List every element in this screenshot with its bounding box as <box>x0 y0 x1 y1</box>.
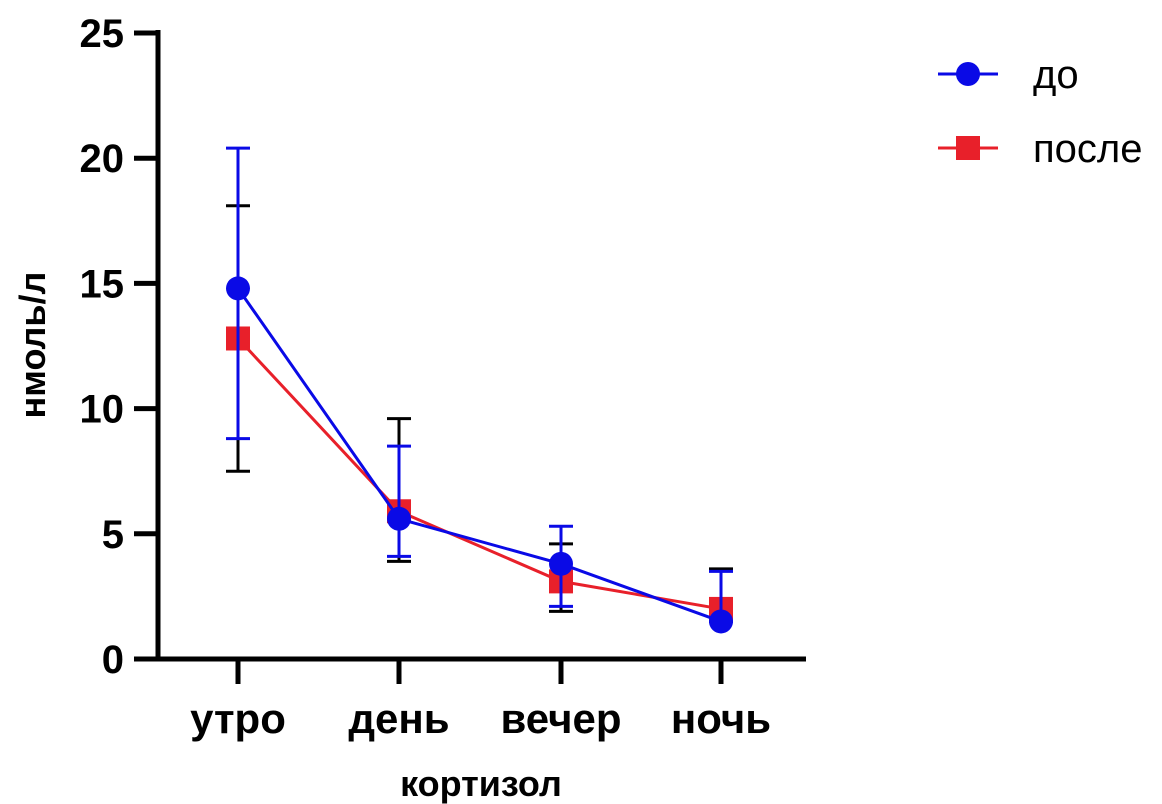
x-tick-label: утро <box>190 695 286 742</box>
x-tick-label: вечер <box>501 695 622 742</box>
series-line <box>236 287 722 623</box>
axes: 0 5 10 15 20 25 утро день вечер ночь <box>80 12 806 742</box>
legend-marker-circle <box>956 62 980 86</box>
data-point-circle <box>549 551 573 576</box>
x-tick-label: ночь <box>671 695 771 742</box>
legend-label: до <box>1033 53 1079 97</box>
x-ticks: утро день вечер ночь <box>190 659 771 742</box>
x-tick-label: день <box>348 695 449 742</box>
series-posle <box>226 204 733 621</box>
y-tick-label: 10 <box>80 388 125 432</box>
legend-marker-square <box>956 136 980 160</box>
y-tick-label: 5 <box>102 513 124 557</box>
x-axis-title: кортизол <box>400 763 562 804</box>
series-line <box>236 337 722 611</box>
y-tick-label: 25 <box>80 12 125 56</box>
data-point-circle <box>226 276 250 301</box>
y-tick-label: 15 <box>80 262 125 306</box>
y-tick-label: 20 <box>80 137 125 181</box>
y-ticks: 0 5 10 15 20 25 <box>80 12 158 682</box>
data-point-circle <box>709 609 733 634</box>
legend: до после <box>938 53 1143 171</box>
legend-label: после <box>1033 127 1143 171</box>
y-tick-label: 0 <box>102 638 124 682</box>
y-axis-title: нмоль/л <box>12 272 53 419</box>
series-layer <box>226 146 733 634</box>
data-point-circle <box>387 506 411 531</box>
series-do <box>226 146 733 634</box>
